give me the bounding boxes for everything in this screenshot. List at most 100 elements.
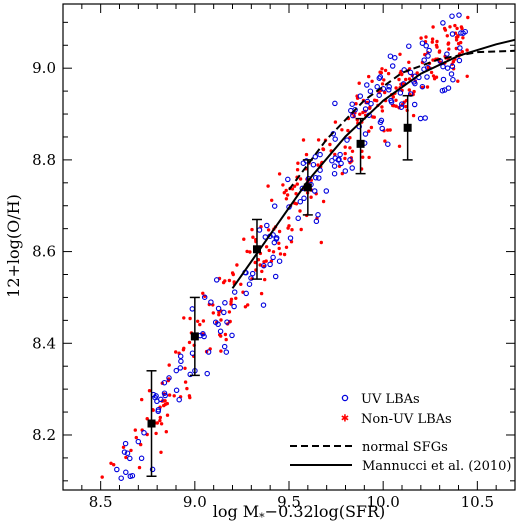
uv-lba-point [337,151,343,158]
non-uv-lba-point [266,228,271,232]
non-uv-lba-point [354,102,358,106]
non-uv-lba-point [250,227,254,232]
non-uv-lba-point [287,216,291,220]
non-uv-lba-point [219,318,223,322]
non-uv-lba-point [285,193,290,197]
curves-layer [231,38,516,289]
y-axis-label: 12+log(O/H) [4,194,23,298]
non-uv-lba-point [453,23,457,28]
non-uv-lba-point [431,74,436,78]
uv-lba-point [342,168,349,174]
mannucci-curve [231,38,516,289]
uv-lba-point [377,74,384,80]
non-uv-lba-point [134,435,138,440]
non-uv-lba-point [133,428,137,432]
uv-lba-point [310,161,317,168]
non-uv-lba-point [372,115,376,119]
uv-lba-point [332,155,339,161]
non-uv-lba-point [183,366,187,370]
non-uv-lba-point [174,350,178,354]
legend-nonuv-label: Non-UV LBAs [361,412,452,427]
uv-lba-point [129,472,136,479]
non-uv-lba-point [159,450,163,454]
non-uv-lba-point [296,161,300,165]
non-uv-lba-point [187,340,192,345]
non-uv-lba-point [277,241,281,245]
non-uv-lba-point [298,209,302,213]
non-uv-lba-point [165,401,169,406]
non-uv-lba-point [287,224,291,228]
non-uv-lba-point [357,81,361,85]
uv-lba-point [392,55,398,61]
uv-lba-point [449,63,456,70]
legend: UV LBAs ✱ Non-UV LBAs normal SFGs Mannuc… [290,392,511,474]
non-uv-lba-point [430,40,434,44]
uv-lba-point [379,125,385,132]
y-tick-label: 8.4 [32,334,56,352]
non-uv-lba-point [434,43,439,47]
non-uv-lba-point [321,199,326,204]
non-uv-lba-point [430,37,435,41]
non-uv-lba-point [386,71,391,76]
uv-lba-point [426,47,432,54]
non-uv-lba-point [158,415,162,420]
median-marker [403,123,412,132]
non-uv-lba-point [448,25,452,29]
non-uv-lba-point [159,422,164,426]
uv-lba-point [264,222,270,229]
uv-lba-point [297,198,304,205]
uv-lba-point [399,101,405,107]
non-uv-lba-point [437,49,442,53]
non-uv-lba-point [263,277,267,282]
non-uv-lba-point [243,305,248,309]
non-uv-lba-point [198,322,202,327]
y-tick-label: 8.2 [32,426,56,444]
uv-lba-point [411,101,418,108]
uv-lba-point [138,455,145,462]
x-tick-label: 10.0 [366,493,399,511]
uv-lba-point [187,371,193,378]
non-uv-lba-point [181,348,186,352]
uv-lba-point [419,40,426,46]
non-uv-lba-point [277,246,281,251]
non-uv-lba-point [109,461,113,465]
non-uv-lba-point [248,250,252,254]
non-uv-lba-point [304,152,309,157]
non-uv-lba-point [380,67,384,71]
legend-nonuv-marker: ✱ [341,414,349,425]
uv-lba-point [122,440,129,447]
non-uv-lba-point [278,252,283,256]
uv-lba-point [347,157,353,163]
y-tick-label: 8.8 [32,151,56,169]
uv-lba-point [460,30,466,36]
uv-lba-point [387,53,394,59]
non-uv-lba-point [380,105,384,109]
uv-lba-point [367,88,374,94]
uv-lba-point [388,99,395,105]
non-uv-lba-point [459,40,463,45]
non-uv-lba-point [380,109,385,113]
non-uv-lba-point [333,120,338,124]
non-uv-lba-point [292,184,297,188]
non-uv-lba-point [182,316,186,320]
non-uv-lba-point [412,89,416,94]
non-uv-lba-point [271,250,276,254]
non-uv-lba-point [451,59,456,64]
uv-lba-point [272,273,279,280]
uv-lba-point [249,270,256,277]
legend-uv-marker [341,394,349,402]
x-axis-label-main: log M [213,502,259,521]
non-uv-lba-point [361,155,365,159]
non-uv-lba-point [164,430,168,434]
binned-medians-layer [146,94,413,477]
uv-lba-point [445,85,452,91]
uv-lba-point [287,235,294,241]
uv-lba-point [200,331,206,337]
non-uv-lba-point [121,445,126,449]
uv-lba-point [215,305,222,312]
uv-lba-point [421,57,427,63]
non-uv-lba-point [188,316,192,321]
non-uv-lba-point [343,145,347,149]
non-uv-lba-point [196,319,200,323]
non-uv-lba-point [299,227,303,232]
